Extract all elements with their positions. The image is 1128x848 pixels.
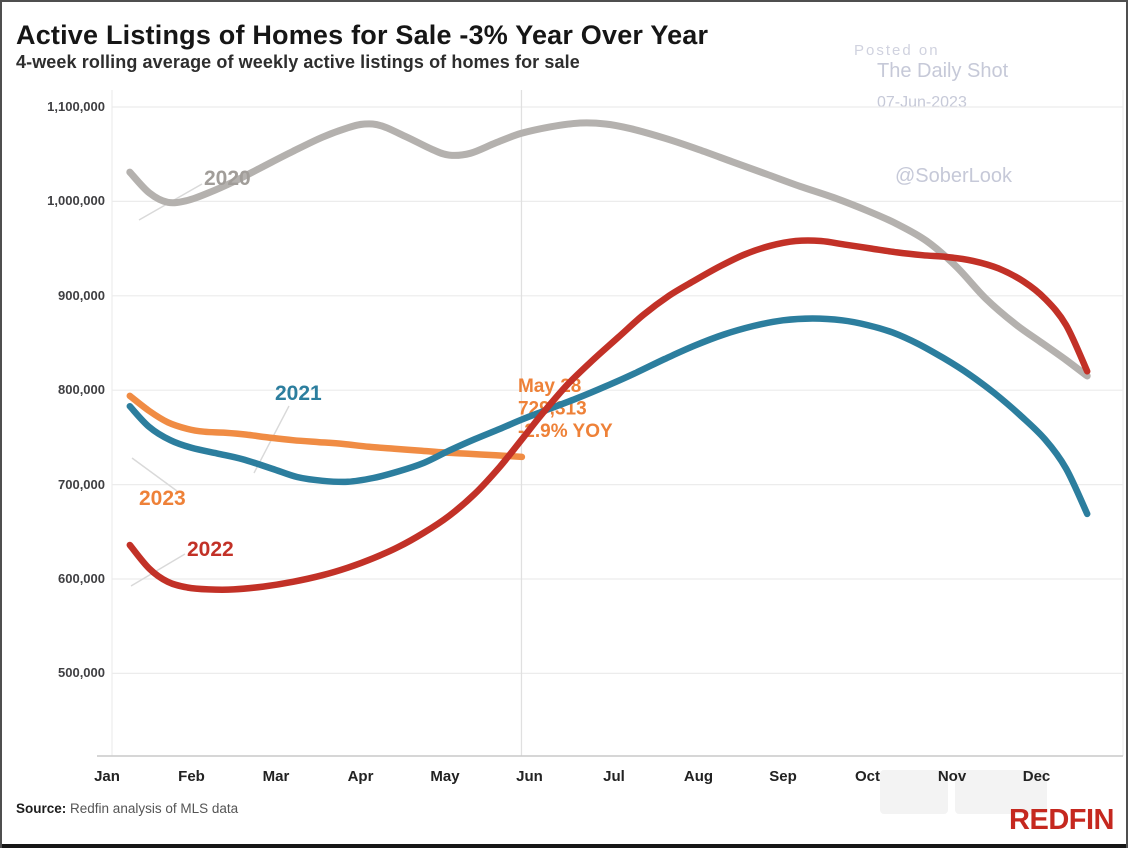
chart-title: Active Listings of Homes for Sale -3% Ye…	[16, 20, 709, 50]
x-tick-label-apr: Apr	[347, 768, 374, 785]
x-tick-label-oct: Oct	[854, 768, 880, 785]
x-tick-label-may: May	[430, 768, 460, 785]
bottom-border-bar	[2, 844, 1126, 848]
x-tick-label-mar: Mar	[262, 768, 290, 785]
series-label-2022: 2022	[187, 538, 234, 561]
y-tick-label: 600,000	[58, 571, 105, 586]
x-tick-label-nov: Nov	[937, 768, 967, 785]
series-label-2021: 2021	[275, 382, 322, 405]
source-text: Redfin analysis of MLS data	[70, 801, 239, 816]
chart-subtitle: 4-week rolling average of weekly active …	[16, 52, 580, 72]
y-tick-label: 1,000,000	[47, 193, 105, 209]
y-tick-label: 500,000	[58, 665, 105, 681]
line-2022	[126, 237, 1091, 593]
x-tick-label-dec: Dec	[1022, 768, 1051, 785]
x-tick-label-jul: Jul	[603, 768, 625, 785]
source-label: Source:	[16, 801, 67, 816]
series-label-2023: 2023	[139, 487, 186, 510]
line-2020	[126, 119, 1091, 380]
y-tick-label: 1,100,000	[47, 99, 105, 114]
x-tick-label-feb: Feb	[178, 768, 205, 785]
label-leader-2023	[131, 457, 178, 492]
source-note: Source: Redfin analysis of MLS data	[16, 801, 238, 816]
y-tick-label: 900,000	[58, 287, 105, 303]
x-tick-label-jan: Jan	[94, 768, 120, 785]
x-tick-label-aug: Aug	[683, 768, 714, 785]
y-tick-label: 800,000	[58, 382, 105, 398]
series-label-2020: 2020	[204, 167, 251, 190]
faded-watermark-block	[955, 770, 1047, 814]
y-tick-label: 700,000	[58, 476, 105, 492]
x-tick-label-jun: Jun	[516, 768, 543, 785]
faded-watermark-block	[880, 770, 948, 814]
line-2021	[126, 315, 1091, 518]
watermark-site-name: The Daily Shot	[877, 60, 1009, 82]
watermark-posted-on: Posted on	[854, 42, 940, 59]
redfin-logo: REDFIN	[1009, 804, 1114, 836]
label-leader-2022	[130, 553, 186, 587]
watermark-handle: @SoberLook	[895, 165, 1013, 187]
x-tick-label-sep: Sep	[769, 768, 797, 785]
